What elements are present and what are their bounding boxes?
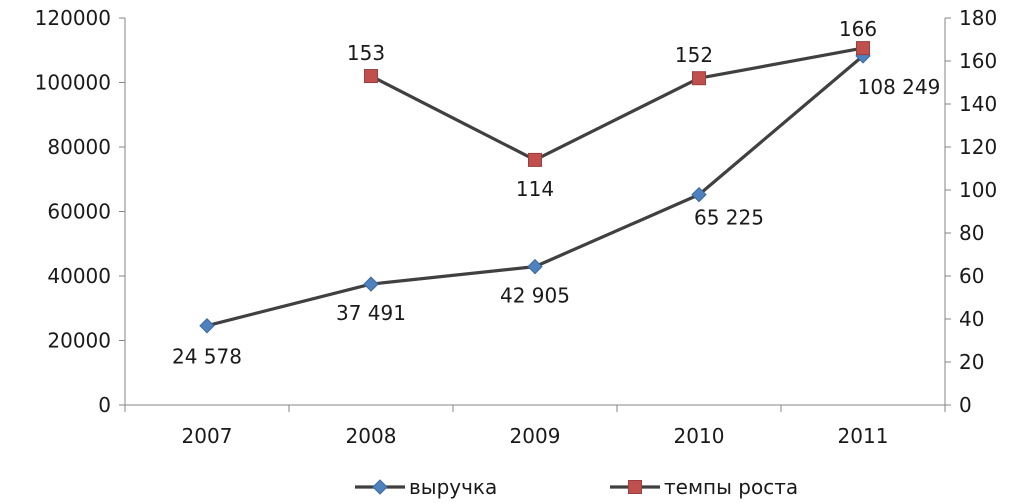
legend-label: выручка — [409, 475, 497, 499]
right-axis-tick-label: 100 — [959, 178, 997, 202]
left-axis-tick-label: 100000 — [35, 71, 111, 95]
data-label: 152 — [675, 43, 713, 67]
x-axis-tick-label: 2008 — [346, 424, 397, 448]
legend: выручка темпы роста — [355, 475, 798, 499]
data-label: 65 225 — [694, 206, 764, 230]
x-axis-tick-label: 2011 — [838, 424, 889, 448]
right-axis-tick-label: 140 — [959, 92, 997, 116]
data-label: 42 905 — [500, 284, 570, 308]
data-label: 153 — [347, 41, 385, 65]
right-axis-tick-label: 80 — [959, 221, 984, 245]
data-point-diamond — [691, 186, 707, 203]
series-markers — [199, 41, 871, 334]
data-label: 24 578 — [172, 345, 242, 369]
left-axis-tick-label: 20000 — [47, 329, 111, 353]
legend-marker-square — [628, 480, 642, 494]
left-axis-tick-label: 60000 — [47, 200, 111, 224]
left-axis-tick-label: 80000 — [47, 135, 111, 159]
right-axis-tick-label: 0 — [959, 393, 972, 417]
x-axis-tick-label: 2010 — [674, 424, 725, 448]
left-axis-tick-label: 120000 — [35, 6, 111, 30]
legend-item-2: темпы роста — [610, 475, 798, 499]
data-point-diamond — [199, 318, 215, 334]
right-axis-tick-label: 160 — [959, 49, 997, 73]
data-point-square — [692, 71, 706, 86]
data-label: 108 249 — [858, 75, 941, 99]
data-label: 114 — [516, 177, 554, 201]
x-axis-tick-label: 2007 — [182, 424, 233, 448]
series-line-2 — [370, 46, 864, 162]
data-labels: 24 578 37 491 42 905 65 225 108 249 153 114 152… — [172, 17, 940, 369]
left-axis-tick-label: 40000 — [47, 264, 111, 288]
data-label: 37 491 — [336, 301, 406, 325]
right-axis-tick-label: 120 — [959, 135, 997, 159]
legend-marker-diamond — [372, 479, 388, 495]
legend-label: темпы роста — [664, 475, 798, 499]
legend-item-1: выручка — [355, 475, 497, 499]
data-point-diamond — [363, 276, 379, 292]
x-axis-tick-label: 2009 — [510, 424, 561, 448]
data-label: 166 — [839, 17, 877, 41]
data-point-square — [528, 152, 542, 167]
data-point-square — [856, 41, 870, 56]
axes-layer: 0 20000 40000 60000 80000 100000 120000 0 20 40 60… — [35, 6, 998, 448]
left-axis-tick-label: 0 — [98, 393, 111, 417]
right-axis-tick-label: 40 — [959, 307, 984, 331]
right-axis-tick-label: 60 — [959, 264, 984, 288]
data-point-diamond — [527, 258, 543, 275]
right-axis-tick-label: 20 — [959, 350, 984, 374]
data-point-square — [364, 69, 378, 84]
right-axis-tick-label: 180 — [959, 6, 997, 30]
